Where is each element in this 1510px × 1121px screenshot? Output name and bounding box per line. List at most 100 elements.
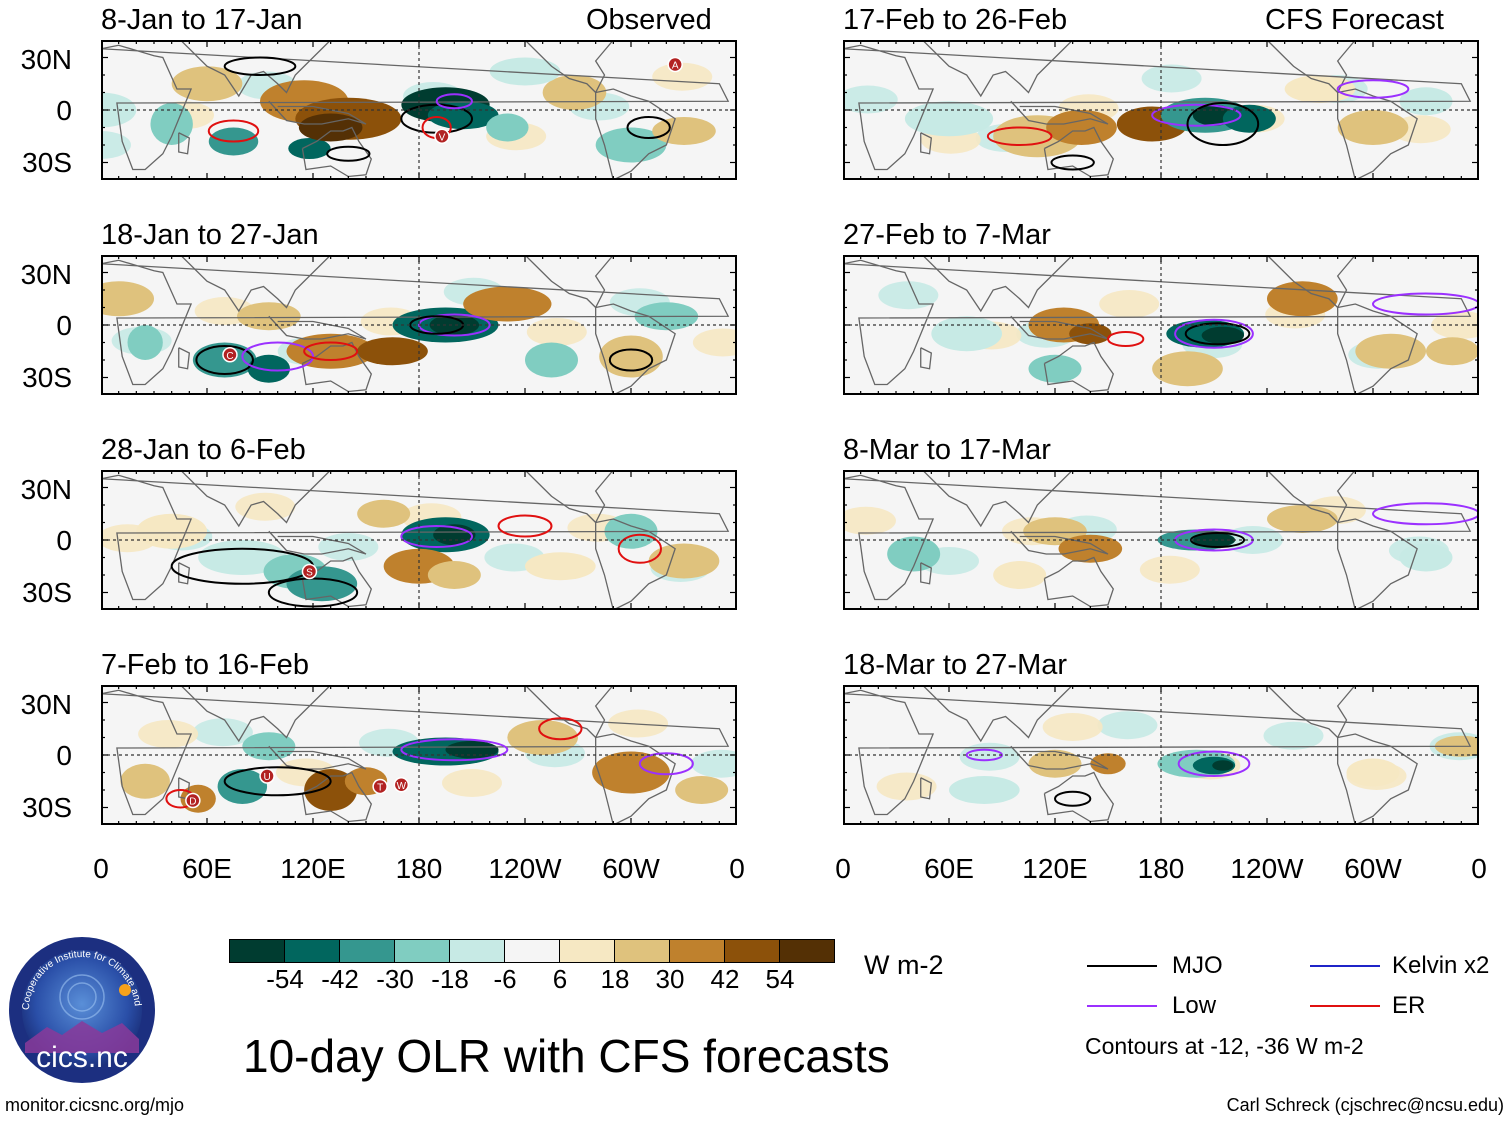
coastline xyxy=(1266,685,1356,739)
colorbar-cell xyxy=(339,940,394,962)
olr-anomaly-patch xyxy=(138,720,199,748)
olr-anomaly-patch xyxy=(442,769,502,797)
olr-anomaly-patch xyxy=(1152,351,1223,387)
map-panel: C xyxy=(101,255,737,395)
storm-marker: T xyxy=(372,778,388,795)
coastline xyxy=(1266,470,1356,524)
olr-anomaly-patch xyxy=(150,103,193,145)
storm-marker: S xyxy=(301,563,318,580)
coastline xyxy=(1043,341,1115,393)
olr-anomaly-patch xyxy=(463,286,552,322)
storm-label: C xyxy=(226,351,233,362)
credit: Carl Schreck (cjschrec@ncsu.edu) xyxy=(1226,1095,1504,1115)
cfs-forecast-label: CFS Forecast xyxy=(1265,4,1444,36)
lat-label-30s: 30S xyxy=(22,792,72,823)
contour-line xyxy=(1050,154,1095,171)
contour-line xyxy=(241,341,315,372)
legend-swatch-mjo xyxy=(1087,965,1157,967)
lat-label-30s: 30S xyxy=(22,362,72,393)
olr-anomaly-patch xyxy=(242,732,296,761)
lon-label: 0 xyxy=(729,853,745,884)
olr-anomaly-patch xyxy=(843,506,896,535)
coastline xyxy=(922,685,1074,743)
panel-frame xyxy=(843,40,1479,180)
olr-map xyxy=(843,255,1479,395)
olr-anomaly-patch xyxy=(304,769,358,811)
map-panel xyxy=(843,40,1479,180)
coastline xyxy=(524,685,614,739)
colorbar-cell xyxy=(449,940,504,962)
colorbar-tick: -6 xyxy=(493,964,517,994)
olr-anomaly-patch xyxy=(675,776,729,804)
colorbar-cell xyxy=(669,940,724,962)
panel-frame xyxy=(101,685,737,825)
contour-line xyxy=(223,766,332,797)
lat-label-eq: 0 xyxy=(56,525,72,556)
storm-label: V xyxy=(439,132,446,143)
storm-marker: U xyxy=(259,768,275,784)
contour-line xyxy=(1336,79,1410,99)
colorbar-tick: 54 xyxy=(765,964,795,994)
lon-label: 0 xyxy=(93,853,109,884)
olr-anomaly-patch xyxy=(1042,713,1103,741)
panel-title-4: 7-Feb to 16-Feb xyxy=(101,649,309,681)
coastline xyxy=(1337,303,1418,395)
lat-label-eq: 0 xyxy=(56,310,72,341)
olr-anomaly-patch xyxy=(1090,753,1126,775)
olr-anomaly-patch xyxy=(652,117,716,145)
olr-anomaly-patch xyxy=(120,763,170,799)
colorbar xyxy=(229,939,835,963)
coastline xyxy=(843,474,1472,601)
coastline xyxy=(524,470,614,524)
contour-line xyxy=(617,533,663,564)
colorbar-cell xyxy=(284,940,339,962)
olr-anomaly-patch xyxy=(1028,749,1082,778)
olr-map: AV xyxy=(101,40,737,180)
legend-swatch-er xyxy=(1310,1005,1380,1007)
logo-text: cics.nc xyxy=(36,1041,128,1074)
olr-anomaly-patch xyxy=(1267,505,1338,533)
olr-anomaly-patch xyxy=(1399,543,1453,572)
olr-anomaly-patch xyxy=(101,131,131,159)
colorbar-cell xyxy=(779,940,834,962)
coastline xyxy=(301,556,373,608)
olr-anomaly-patch xyxy=(1222,104,1276,133)
contour-line xyxy=(303,341,359,361)
cics-logo[interactable]: Cooperative Institute for Climate and Sa… xyxy=(4,927,157,1085)
olr-anomaly-patch xyxy=(843,85,898,114)
contour-line xyxy=(1107,331,1145,347)
contour-line xyxy=(497,514,553,538)
panel-frame xyxy=(843,470,1479,610)
olr-anomaly-patch xyxy=(525,552,596,581)
contour-line xyxy=(608,348,654,372)
lon-label: 120W xyxy=(488,853,562,884)
lat-label-eq: 0 xyxy=(56,740,72,771)
olr-anomaly-patch xyxy=(876,772,937,801)
panel-frame xyxy=(843,255,1479,395)
map-panel xyxy=(843,685,1479,825)
website-link[interactable]: monitor.cicsnc.org/mjo xyxy=(5,1095,185,1115)
storm-marker: V xyxy=(434,128,450,144)
olr-anomaly-patch xyxy=(652,62,713,91)
colorbar-cell xyxy=(504,940,559,962)
coastline xyxy=(595,303,676,395)
legend-label-er: ER xyxy=(1392,992,1426,1019)
colorbar-tick: 42 xyxy=(710,964,740,994)
coastline xyxy=(595,88,676,180)
olr-anomaly-patch xyxy=(931,316,1002,352)
olr-anomaly-patch xyxy=(887,536,941,572)
olr-anomaly-patch xyxy=(1028,354,1082,383)
contour-line xyxy=(1372,502,1479,526)
coastline xyxy=(180,255,332,313)
colorbar-ticks: -54 -42 -30 -18 -6 6 18 30 42 54 xyxy=(255,966,855,996)
colorbar-cell xyxy=(394,940,449,962)
coastline xyxy=(301,341,373,393)
lon-label: 120E xyxy=(280,853,346,884)
coastline xyxy=(180,685,332,743)
olr-anomaly-patch xyxy=(237,302,301,331)
lon-label: 0 xyxy=(835,853,851,884)
olr-anomaly-patch xyxy=(1337,110,1409,145)
storm-label: A xyxy=(672,61,679,72)
coastline xyxy=(101,259,730,386)
panel-frame xyxy=(101,470,737,610)
